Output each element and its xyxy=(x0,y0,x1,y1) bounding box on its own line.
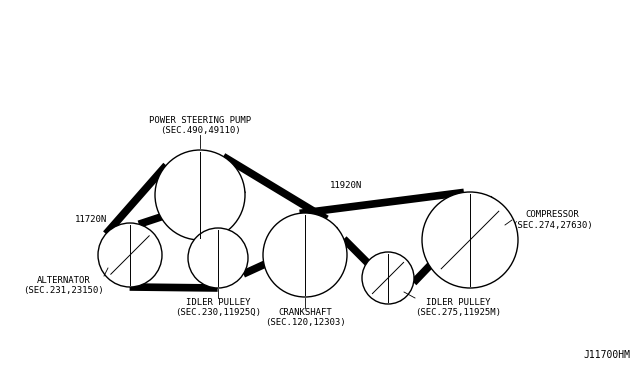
Text: CRANKSHAFT
(SEC.120,12303): CRANKSHAFT (SEC.120,12303) xyxy=(265,308,346,327)
Circle shape xyxy=(98,223,162,287)
Circle shape xyxy=(155,150,245,240)
Circle shape xyxy=(422,192,518,288)
Text: 11920N: 11920N xyxy=(330,180,362,189)
Text: J11700HM: J11700HM xyxy=(583,350,630,360)
Text: IDLER PULLEY
(SEC.230,11925Q): IDLER PULLEY (SEC.230,11925Q) xyxy=(175,298,261,317)
Text: COMPRESSOR
(SEC.274,27630): COMPRESSOR (SEC.274,27630) xyxy=(512,210,593,230)
Text: IDLER PULLEY
(SEC.275,11925M): IDLER PULLEY (SEC.275,11925M) xyxy=(415,298,501,317)
Text: 11720N: 11720N xyxy=(75,215,108,224)
Circle shape xyxy=(263,213,347,297)
Circle shape xyxy=(362,252,414,304)
Text: ALTERNATOR
(SEC.231,23150): ALTERNATOR (SEC.231,23150) xyxy=(24,276,104,295)
Circle shape xyxy=(188,228,248,288)
Text: POWER STEERING PUMP
(SEC.490,49110): POWER STEERING PUMP (SEC.490,49110) xyxy=(149,116,251,135)
